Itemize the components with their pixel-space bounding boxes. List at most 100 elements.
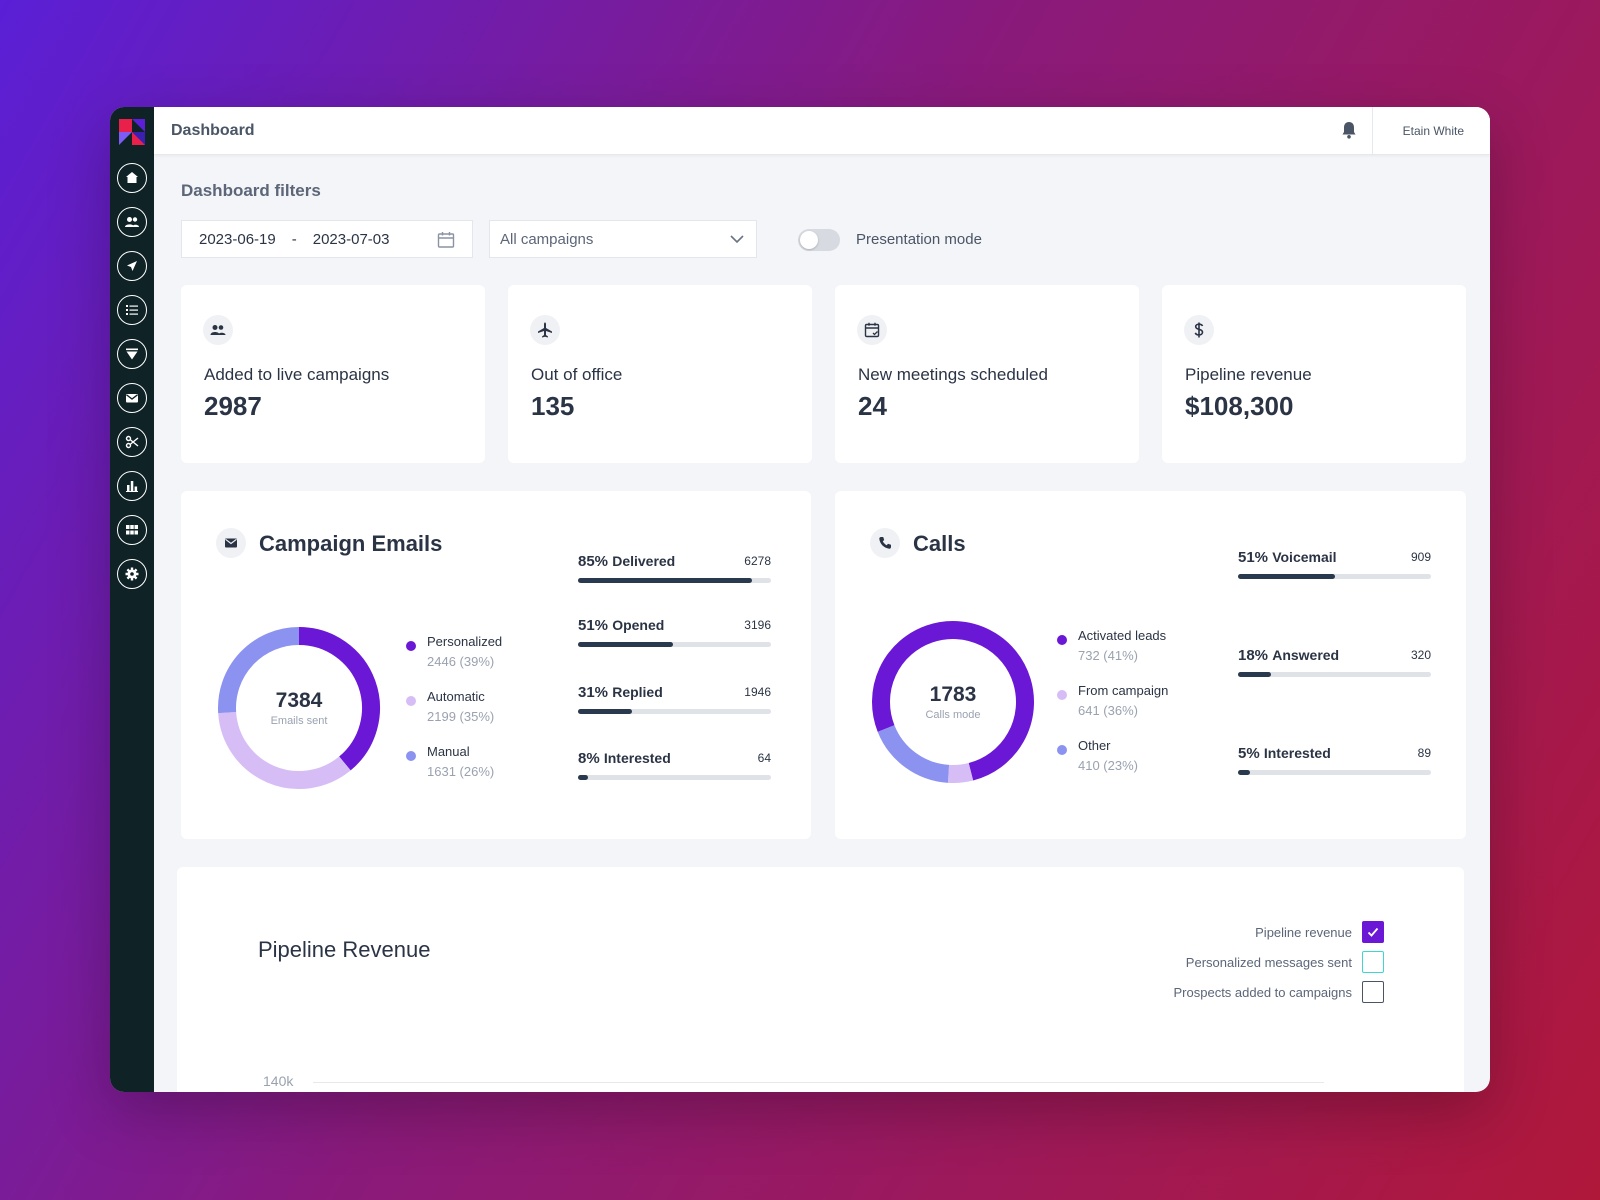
legend-name: Personalized [427, 634, 503, 649]
bar-track [1238, 574, 1431, 579]
legend-dot [1057, 690, 1067, 700]
user-menu[interactable]: Etain White [1402, 124, 1464, 138]
sidebar-item-list[interactable] [117, 295, 147, 325]
campaign-select[interactable]: All campaigns [489, 220, 757, 258]
list-icon [126, 305, 138, 315]
checkbox-unchecked[interactable] [1362, 981, 1384, 1003]
sidebar-item-reports[interactable] [117, 471, 147, 501]
sidebar-item-mail[interactable] [117, 383, 147, 413]
grid-line [313, 1082, 1324, 1083]
page-title: Dashboard [171, 122, 255, 139]
legend-dot [1057, 635, 1067, 645]
stat-bar: 5% Interested 89 [1238, 745, 1431, 775]
legend-name: Automatic [427, 689, 485, 704]
stat-card-pipeline: Pipeline revenue $108,300 [1162, 285, 1466, 463]
series-label: Personalized messages sent [1185, 954, 1352, 970]
stat-label: Pipeline revenue [1185, 365, 1312, 384]
donut-center: 1783 Calls mode [870, 683, 1036, 721]
stat-icon-wrap [857, 315, 887, 345]
stat-card-out-of-office: Out of office 135 [508, 285, 812, 463]
bar-fill [1238, 574, 1335, 579]
calls-panel: Calls 1783 Calls mode Activated leads 73… [835, 491, 1466, 839]
topbar-divider [1372, 107, 1373, 155]
sidebar-item-funnel[interactable] [117, 339, 147, 369]
gear-icon [125, 567, 139, 581]
legend-dot [1057, 745, 1067, 755]
bar-track [1238, 770, 1431, 775]
legend-sub: 410 (23%) [1078, 758, 1138, 773]
panel-icon-wrap [870, 528, 900, 558]
bar-track [578, 709, 771, 714]
sidebar-item-send[interactable] [117, 251, 147, 281]
calls-donut-chart [872, 621, 1034, 783]
grid-icon [126, 525, 138, 535]
stat-value: $108,300 [1185, 391, 1294, 421]
legend-name: Manual [427, 744, 470, 759]
bar-label: 5% Interested [1238, 745, 1331, 762]
mail-icon [126, 394, 138, 403]
bar-name: Replied [612, 684, 663, 700]
series-toggle-personalized[interactable]: Personalized messages sent [1186, 950, 1384, 974]
donut-segment-0 [298, 627, 380, 771]
bar-fill [578, 775, 588, 780]
donut-center: 7384 Emails sent [216, 689, 382, 727]
stat-icon-wrap [1184, 315, 1214, 345]
bar-count: 909 [1410, 550, 1431, 564]
stat-icon-wrap [203, 315, 233, 345]
campaign-emails-panel: Campaign Emails 7384 Emails sent Persona… [181, 491, 811, 839]
stat-bar: 8% Interested 64 [578, 750, 771, 780]
panel-title: Campaign Emails [259, 531, 443, 556]
sidebar-item-tools[interactable] [117, 427, 147, 457]
stat-label: New meetings scheduled [858, 365, 1048, 384]
bar-name: Interested [603, 750, 671, 766]
donut-segment-2 [877, 724, 950, 783]
calls-total-label: Calls mode [925, 709, 981, 721]
bar-track [578, 642, 771, 647]
bar-count: 320 [1410, 648, 1431, 662]
sidebar-item-home[interactable] [117, 163, 147, 193]
stat-bar: 85% Delivered 6278 [578, 553, 771, 583]
stat-label: Out of office [531, 365, 623, 384]
y-axis-tick: 140k [263, 1073, 294, 1089]
legend-sub: 2199 (35%) [427, 709, 495, 724]
calendar-icon[interactable] [436, 230, 456, 250]
home-icon [126, 172, 138, 183]
sidebar-item-apps[interactable] [117, 515, 147, 545]
sidebar [110, 107, 154, 1092]
sidebar-item-users[interactable] [117, 207, 147, 237]
scissors-icon [125, 435, 139, 449]
users-icon [125, 217, 139, 227]
bar-label: 51% Voicemail [1238, 549, 1337, 566]
bar-name: Interested [1263, 745, 1331, 761]
donut-segment-2 [218, 627, 300, 714]
series-toggle-prospects[interactable]: Prospects added to campaigns [1174, 980, 1384, 1004]
bar-pct: 85% [578, 553, 609, 570]
brand-logo[interactable] [119, 119, 145, 145]
legend-dot [406, 696, 416, 706]
checkbox-checked[interactable] [1362, 921, 1384, 943]
stat-label: Added to live campaigns [204, 365, 390, 384]
donut-segment-1 [218, 711, 351, 789]
bar-track [578, 578, 771, 583]
pipeline-revenue-panel: Pipeline Revenue Pipeline revenue Person… [177, 867, 1464, 1092]
sidebar-item-settings[interactable] [117, 559, 147, 589]
bar-label: 51% Opened [578, 617, 664, 634]
legend-dot [406, 641, 416, 651]
stat-value: 135 [531, 391, 575, 421]
filters-title: Dashboard filters [181, 181, 321, 200]
bar-fill [578, 642, 673, 647]
bell-icon[interactable] [1338, 119, 1360, 141]
checkbox-unchecked[interactable] [1362, 951, 1384, 973]
check-icon [1367, 927, 1379, 937]
bar-pct: 18% [1238, 647, 1269, 664]
presentation-mode-toggle[interactable] [798, 229, 840, 251]
series-toggle-pipeline[interactable]: Pipeline revenue [1255, 920, 1384, 944]
legend-name: From campaign [1078, 683, 1169, 698]
plane-icon [538, 322, 552, 338]
calendar-check-icon [864, 322, 880, 338]
bar-label: 18% Answered [1238, 647, 1339, 664]
date-range-picker[interactable]: 2023-06-19 - 2023-07-03 [181, 220, 473, 258]
emails-total-label: Emails sent [270, 715, 328, 727]
legend-sub: 2446 (39%) [427, 654, 495, 669]
bar-pct: 51% [578, 617, 609, 634]
